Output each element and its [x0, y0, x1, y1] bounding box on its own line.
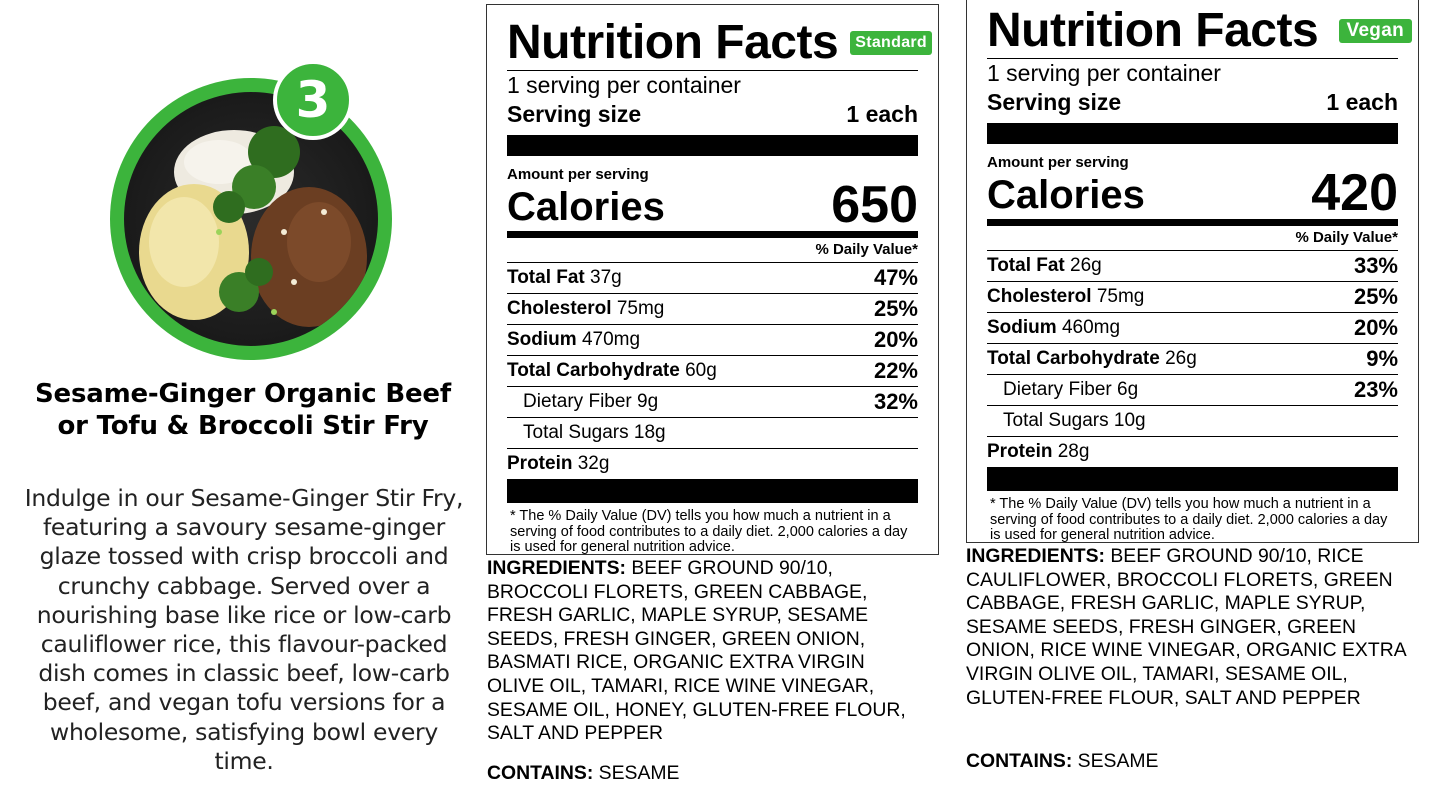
amount-per-serving: Amount per serving: [987, 154, 1129, 171]
nutrient-row: Sodium 460mg 20%: [987, 312, 1398, 343]
calories-value: 650: [831, 176, 918, 234]
footnote: * The % Daily Value (DV) tells you how m…: [510, 508, 908, 555]
nutrient-row: Cholesterol 75mg 25%: [987, 281, 1398, 312]
panel-title: Nutrition Facts: [507, 16, 839, 69]
ingredients-vegan: INGREDIENTS: BEEF GROUND 90/10, RICE CAU…: [966, 545, 1406, 709]
nutrition-panel-standard: Nutrition Facts Standard 1 serving per c…: [486, 4, 939, 555]
servings-per-container: 1 serving per container: [987, 60, 1221, 86]
item-number-badge: 3: [273, 60, 353, 140]
contains-standard: CONTAINS: SESAME: [487, 762, 680, 784]
nutrition-panel-vegan: Nutrition Facts Vegan 1 serving per cont…: [966, 0, 1419, 543]
ingredients-standard: INGREDIENTS: BEEF GROUND 90/10, BROCCOLI…: [487, 557, 906, 745]
calories-row: Calories 420: [987, 167, 1398, 219]
amount-per-serving: Amount per serving: [507, 166, 649, 183]
nutrient-row: Protein 32g: [507, 448, 918, 479]
contains-vegan: CONTAINS: SESAME: [966, 750, 1159, 772]
nutrient-row: Sodium 470mg 20%: [507, 324, 918, 355]
calories-label: Calories: [507, 185, 665, 229]
servings-per-container: 1 serving per container: [507, 72, 741, 98]
nutrient-row: Total Carbohydrate 60g 22%: [507, 355, 918, 386]
nutrient-row: Total Fat 37g 47%: [507, 262, 918, 293]
dish-photo: 3: [110, 60, 392, 360]
footnote: * The % Daily Value (DV) tells you how m…: [990, 496, 1388, 543]
serving-size-row: Serving size 1 each: [987, 89, 1398, 116]
nutrient-row: Dietary Fiber 6g 23%: [987, 374, 1398, 405]
serving-size-value: 1 each: [1326, 89, 1398, 115]
serving-size-row: Serving size 1 each: [507, 101, 918, 128]
nutrient-row: Total Sugars 10g: [987, 405, 1398, 436]
nutrient-row: Total Sugars 18g: [507, 417, 918, 448]
panel-title: Nutrition Facts: [987, 4, 1319, 57]
nutrient-row: Dietary Fiber 9g 32%: [507, 386, 918, 417]
dish-title: Sesame-Ginger Organic Beef or Tofu & Bro…: [35, 379, 451, 441]
food-bowl-image: [124, 92, 378, 346]
daily-value-header: % Daily Value*: [1295, 229, 1398, 246]
nutrient-row: Total Carbohydrate 26g 9%: [987, 343, 1398, 374]
daily-value-header: % Daily Value*: [815, 241, 918, 258]
dish-description: Indulge in our Sesame-Ginger Stir Fry, f…: [24, 484, 464, 775]
nutrient-row: Total Fat 26g 33%: [987, 250, 1398, 281]
variant-badge: Vegan: [1338, 18, 1412, 43]
variant-badge: Standard: [850, 30, 932, 55]
calories-label: Calories: [987, 173, 1145, 217]
nutrient-row: Cholesterol 75mg 25%: [507, 293, 918, 324]
calories-value: 420: [1311, 164, 1398, 222]
serving-size-label: Serving size: [987, 89, 1122, 115]
serving-size-label: Serving size: [507, 101, 642, 127]
calories-row: Calories 650: [507, 179, 918, 231]
nutrient-row: Protein 28g: [987, 436, 1398, 467]
serving-size-value: 1 each: [846, 101, 918, 127]
